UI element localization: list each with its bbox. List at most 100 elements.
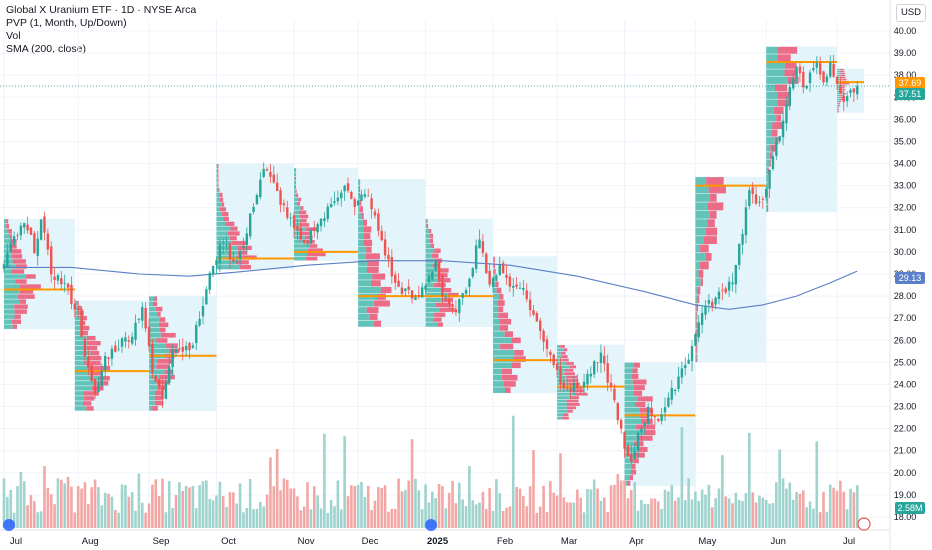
dividend-marker-icon[interactable] (3, 519, 15, 531)
profile-row-up (695, 328, 697, 337)
volume-bar (29, 495, 33, 528)
profile-row-up (4, 279, 16, 284)
volume-bar (441, 486, 444, 528)
profile-row-down (308, 248, 323, 253)
profile-row-up (358, 253, 366, 260)
profile-row-up (4, 324, 13, 329)
profile-row-up (493, 293, 500, 300)
candle-body (768, 169, 771, 189)
candle-body (178, 348, 181, 350)
profile-row-down (564, 372, 575, 376)
legend-sma[interactable]: SMA (200, close) (6, 43, 86, 55)
candle-body (19, 225, 23, 236)
profile-row-up (425, 219, 427, 224)
volume-bar (383, 485, 387, 528)
price-tick-label: 19.00 (894, 490, 917, 500)
profile-row-down (767, 189, 769, 197)
profile-row-up (4, 299, 20, 304)
volume-bar (53, 504, 56, 528)
candle-body (410, 290, 414, 299)
profile-row-up (4, 224, 7, 229)
profile-row-up (624, 385, 634, 391)
profile-row-down (14, 309, 27, 314)
volume-bar (39, 511, 43, 528)
profile-row-up (766, 129, 772, 137)
profile-row-up (557, 409, 568, 413)
volume-bar (329, 500, 333, 528)
volume-bar (451, 480, 454, 528)
profile-row-up (74, 330, 82, 336)
volume-bar (454, 503, 458, 528)
profile-row-down (217, 173, 219, 178)
volume-bar (414, 478, 417, 528)
candle-body (80, 308, 83, 337)
profile-row-down (566, 375, 578, 379)
volume-bar (87, 503, 90, 528)
profile-row-up (4, 219, 7, 224)
legend-vol[interactable]: Vol (6, 30, 21, 42)
price-tick-label: 31.00 (894, 225, 917, 235)
volume-bar (147, 503, 151, 528)
profile-row-up (766, 114, 777, 122)
profile-row-up (695, 320, 697, 329)
profile-row-down (439, 307, 455, 312)
candle-body (356, 200, 360, 206)
candle-body (798, 66, 802, 74)
profile-row-down (309, 244, 318, 248)
profile-row-down (839, 97, 844, 99)
candle-body (579, 389, 582, 391)
profile-row-down (841, 86, 845, 89)
profile-row-up (149, 301, 153, 307)
price-tick-label: 21.00 (894, 446, 917, 456)
candle-body (184, 345, 188, 351)
volume-bar (707, 484, 711, 528)
candle-body (292, 215, 296, 229)
profile-row-up (493, 262, 494, 269)
currency-button[interactable]: USD (896, 4, 926, 22)
profile-row-down (14, 314, 21, 319)
candle-body (144, 308, 147, 329)
profile-row-down (433, 283, 446, 288)
candle-body (775, 142, 778, 156)
profile-row-up (358, 226, 364, 233)
candle-body (748, 190, 751, 207)
candle-body (313, 227, 316, 231)
candle-body (663, 407, 667, 413)
candle-body (336, 197, 340, 202)
candle-body (9, 243, 12, 252)
volume-bar (366, 485, 370, 528)
profile-row-up (358, 260, 368, 267)
earnings-marker-icon[interactable] (857, 517, 871, 531)
profile-row-down (767, 167, 769, 175)
dividend-marker-icon[interactable] (425, 519, 437, 531)
time-axis[interactable]: Jul Aug Sep Oct Nov Dec 2025 Feb Mar Apr May Jun Jul (10, 536, 855, 547)
poc-badge: 37.69 (899, 78, 922, 88)
candle-body (589, 373, 593, 377)
candle-body (323, 218, 326, 222)
time-tick-label: Jun (771, 536, 786, 547)
profile-row-down (305, 256, 318, 261)
candle-body (114, 345, 117, 352)
profile-row-up (149, 348, 169, 354)
candle-body (46, 233, 50, 250)
candle-body (302, 239, 306, 243)
profile-row-down (562, 358, 569, 362)
volume-bar (326, 512, 330, 528)
candle-body (741, 234, 744, 245)
candle-body (791, 78, 795, 89)
profile-row-down (840, 72, 846, 75)
volume-bar (818, 512, 822, 528)
candle-body (498, 264, 501, 276)
profile-row-down (696, 312, 698, 320)
profile-row-up (766, 99, 778, 107)
profile-row-down (10, 249, 22, 254)
profile-row-down (19, 299, 27, 304)
profile-row-up (837, 103, 839, 105)
candle-body (417, 295, 421, 297)
candle-body (222, 247, 225, 249)
candle-body (731, 282, 734, 285)
profile-row-up (557, 362, 567, 365)
candle-body (265, 169, 269, 171)
legend-pvp[interactable]: PVP (1, Month, Up/Down) (6, 17, 127, 29)
